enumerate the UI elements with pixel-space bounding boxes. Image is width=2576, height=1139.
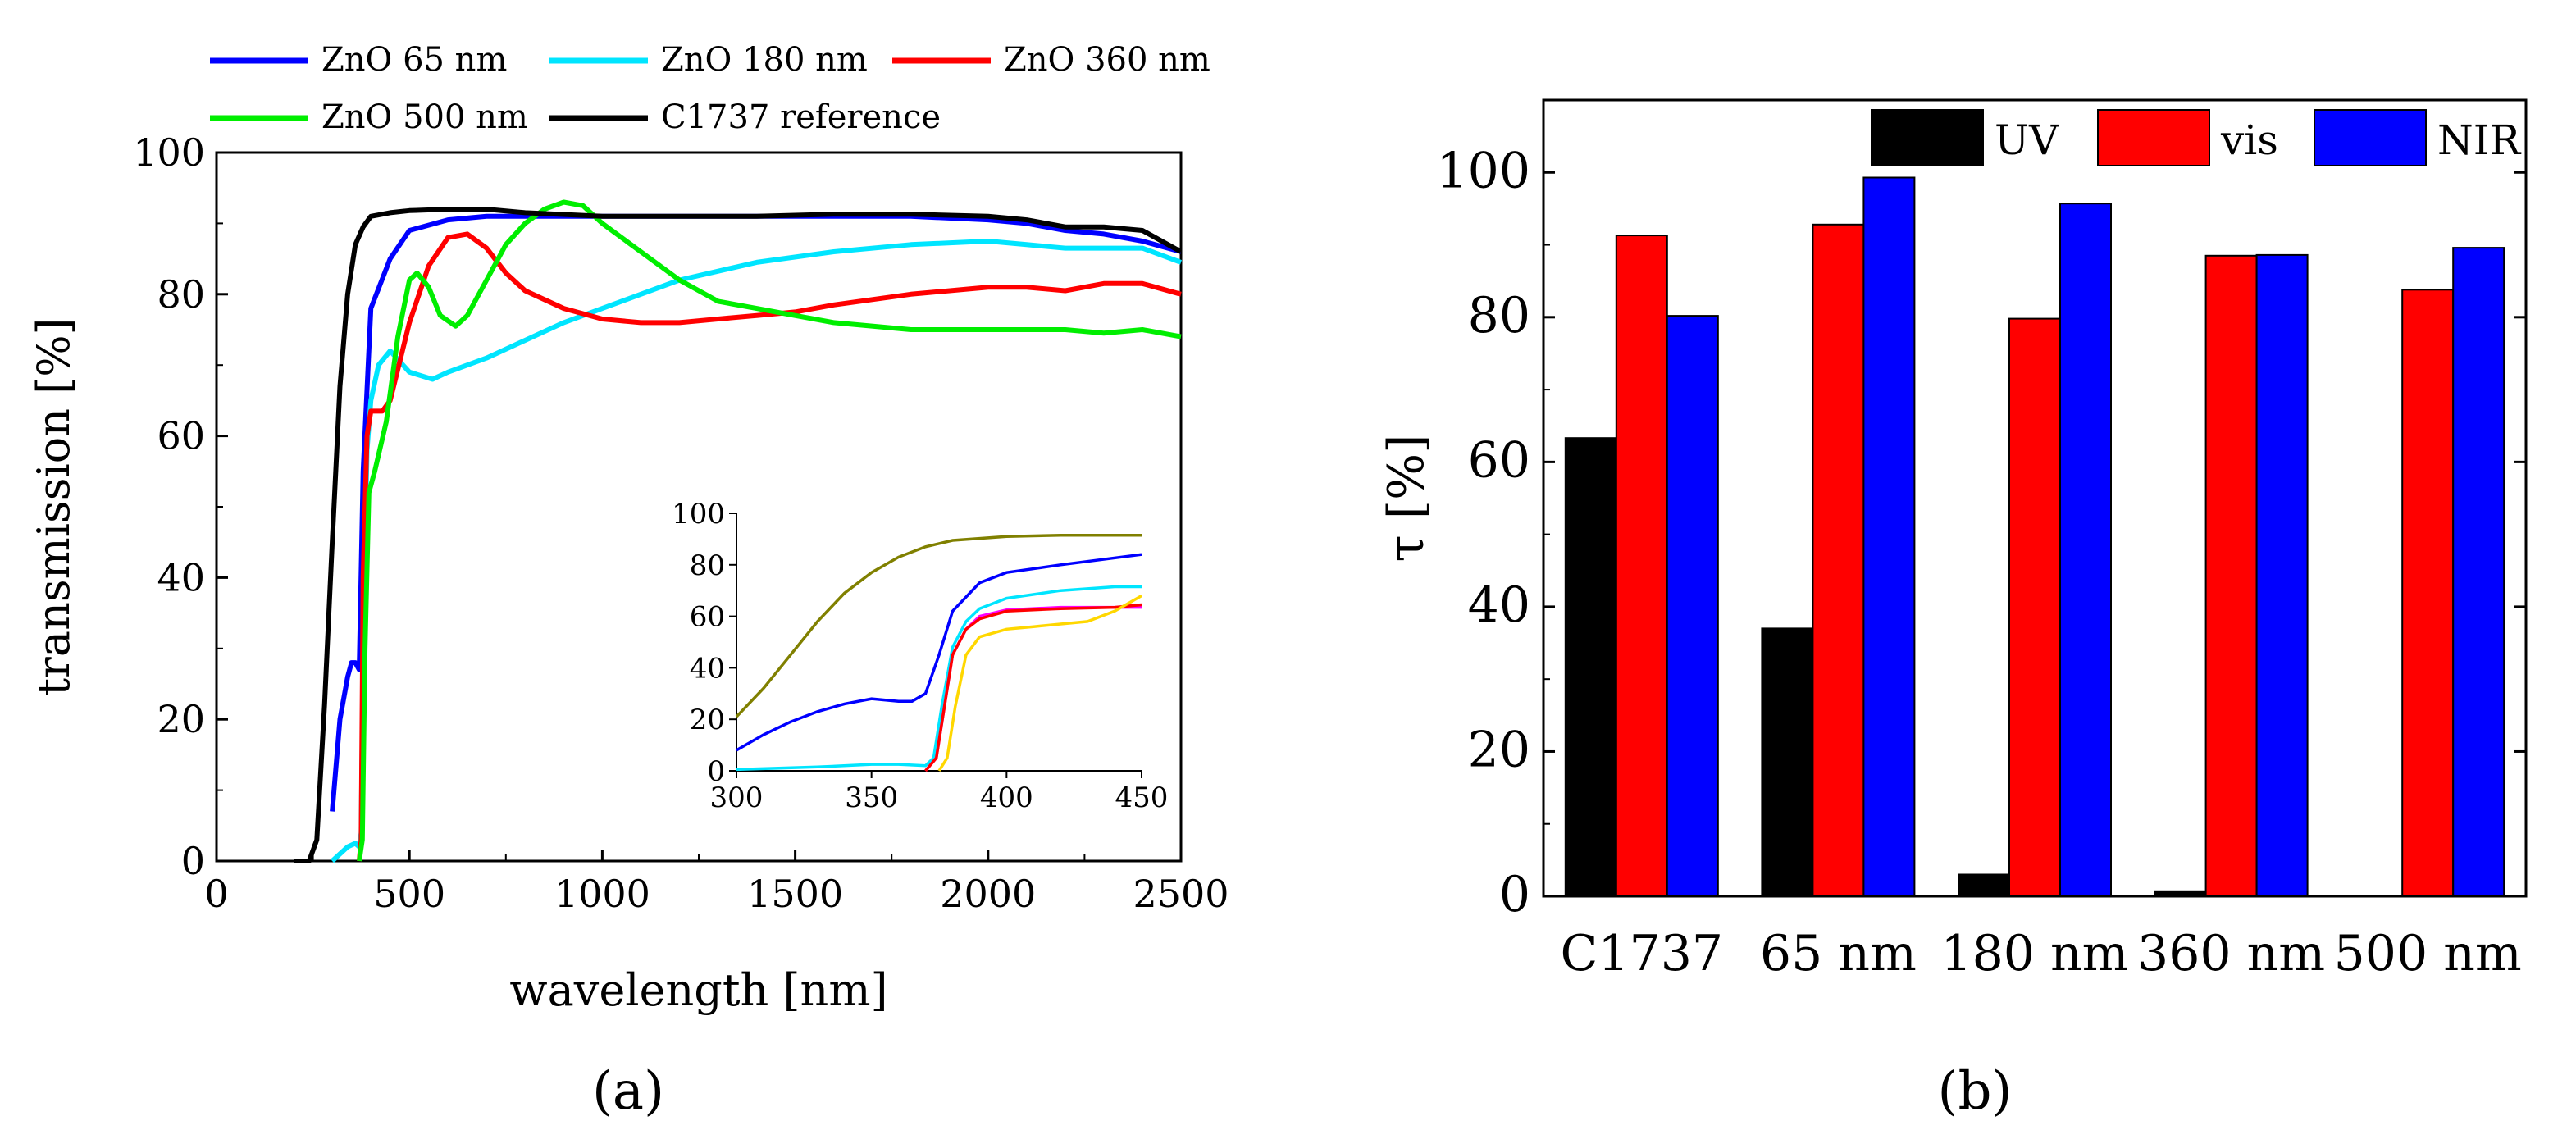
legend-label-uv: UV (1995, 116, 2059, 164)
inset-y-tick-label: 80 (690, 549, 725, 582)
y-tick-label-a: 80 (157, 272, 205, 317)
transmission-chart: ZnO 65 nm ZnO 180 nm ZnO 360 nm ZnO 500 nm C… (28, 41, 1229, 1016)
bar-nir-500-nm (2452, 247, 2505, 898)
bar-vis-65-nm (1812, 223, 1865, 897)
inset-series-line-1 (735, 533, 1142, 718)
inset-chart: 300 350 400 450 0 20 40 60 80 100 (654, 492, 1168, 828)
x-tick-label-a: 1500 (747, 872, 843, 916)
bar-vis-c1737 (1615, 235, 1668, 898)
legend-label-c1737-reference: C1737 reference (661, 98, 941, 136)
bar-nir-180-nm (2059, 203, 2112, 897)
category-label-180-nm: 180 nm (1940, 925, 2128, 982)
x-tick-label-a: 2000 (940, 872, 1036, 916)
y-tick-label-b: 20 (1468, 721, 1530, 778)
legend-label-zno-180-nm: ZnO 180 nm (661, 41, 868, 79)
category-label-c1737: C1737 (1560, 925, 1723, 982)
legend-label-nir: NIR (2437, 116, 2522, 164)
y-tick-label-b: 0 (1499, 866, 1530, 923)
bar-uv-360-nm (2154, 890, 2207, 898)
inset-series-line-2 (736, 553, 1142, 752)
category-label-65-nm: 65 nm (1760, 925, 1917, 982)
legend-label-vis: vis (2220, 116, 2278, 164)
legend-a: ZnO 65 nm ZnO 180 nm ZnO 360 nm ZnO 500 nm C… (210, 41, 1210, 136)
panel-label-b: (b) (1938, 1061, 2013, 1122)
legend-label-zno-360-nm: ZnO 360 nm (1004, 41, 1210, 79)
series-line-zno-360-nm (357, 231, 1182, 862)
series-line-zno-500-nm (357, 199, 1182, 862)
y-tick-label-b: 100 (1436, 142, 1530, 199)
y-tick-label-a: 40 (157, 555, 205, 599)
panel-label-a: (a) (592, 1061, 664, 1122)
bar-uv-c1737 (1564, 437, 1617, 897)
category-label-500-nm: 500 nm (2334, 925, 2522, 982)
inset-y-tick-label: 100 (672, 498, 725, 531)
series-line-c1737-reference (294, 207, 1183, 863)
bar-vis-500-nm (2401, 289, 2455, 897)
bar-uv-180-nm (1958, 873, 2010, 897)
inset-x-tick-label: 400 (980, 781, 1033, 814)
y-tick-label-b: 80 (1468, 287, 1530, 344)
inset-series-line-6 (937, 594, 1142, 772)
x-tick-label-a: 1000 (554, 872, 650, 916)
x-tick-label-a: 500 (373, 872, 445, 916)
inset-background (654, 492, 1166, 828)
bar-nir-65-nm (1862, 176, 1916, 897)
y-tick-label-b: 40 (1468, 576, 1530, 634)
legend-swatch-nir (2314, 109, 2427, 166)
legend-label-zno-65-nm: ZnO 65 nm (321, 41, 507, 79)
bar-nir-360-nm (2255, 253, 2309, 897)
y-tick-label-a: 60 (157, 414, 205, 458)
x-axis-title-a: wavelength [nm] (509, 964, 887, 1016)
legend-swatch-uv (1871, 109, 1984, 166)
category-label-360-nm: 360 nm (2137, 925, 2325, 982)
bar-vis-360-nm (2204, 254, 2258, 897)
inset-x-tick-label: 450 (1115, 781, 1169, 814)
inset-series-line-3 (736, 585, 1142, 772)
transmittance-bar-chart: C1737 65 nm 180 nm 360 nm 500 nm 0 20 40 60 80 10… (1378, 98, 2528, 982)
x-tick-label-a: 0 (204, 872, 228, 916)
series-group-a (294, 199, 1183, 863)
legend-label-zno-500-nm: ZnO 500 nm (321, 98, 528, 136)
bar-nir-c1737 (1666, 315, 1719, 898)
bar-vis-180-nm (2008, 317, 2061, 898)
inset-y-tick-label: 40 (690, 652, 725, 685)
y-axis-title-a: transmission [%] (28, 317, 80, 695)
y-tick-label-b: 60 (1468, 431, 1530, 489)
legend-b: UV vis NIR (1871, 109, 2522, 166)
inset-x-tick-label: 350 (845, 781, 898, 814)
y-tick-label-a: 0 (181, 839, 205, 883)
bar-uv-65-nm (1761, 627, 1814, 898)
y-tick-label-a: 100 (133, 130, 205, 175)
legend-swatch-vis (2097, 109, 2210, 166)
inset-y-tick-label: 20 (690, 704, 725, 736)
axis-ticks-b: 0 20 40 60 80 100 (1436, 142, 2526, 923)
inset-y-tick-label: 60 (690, 601, 725, 634)
y-tick-label-a: 20 (157, 697, 205, 741)
inset-y-tick-label: 0 (707, 755, 725, 788)
inset-x-tick-label: 300 (710, 781, 764, 814)
x-tick-label-a: 2500 (1133, 872, 1229, 916)
bars-group-b: C1737 65 nm 180 nm 360 nm 500 nm (1560, 176, 2522, 982)
y-axis-title-b: τ [%] (1378, 434, 1435, 562)
series-line-zno-65-nm (330, 213, 1182, 812)
inset-series-line-5 (924, 603, 1142, 772)
